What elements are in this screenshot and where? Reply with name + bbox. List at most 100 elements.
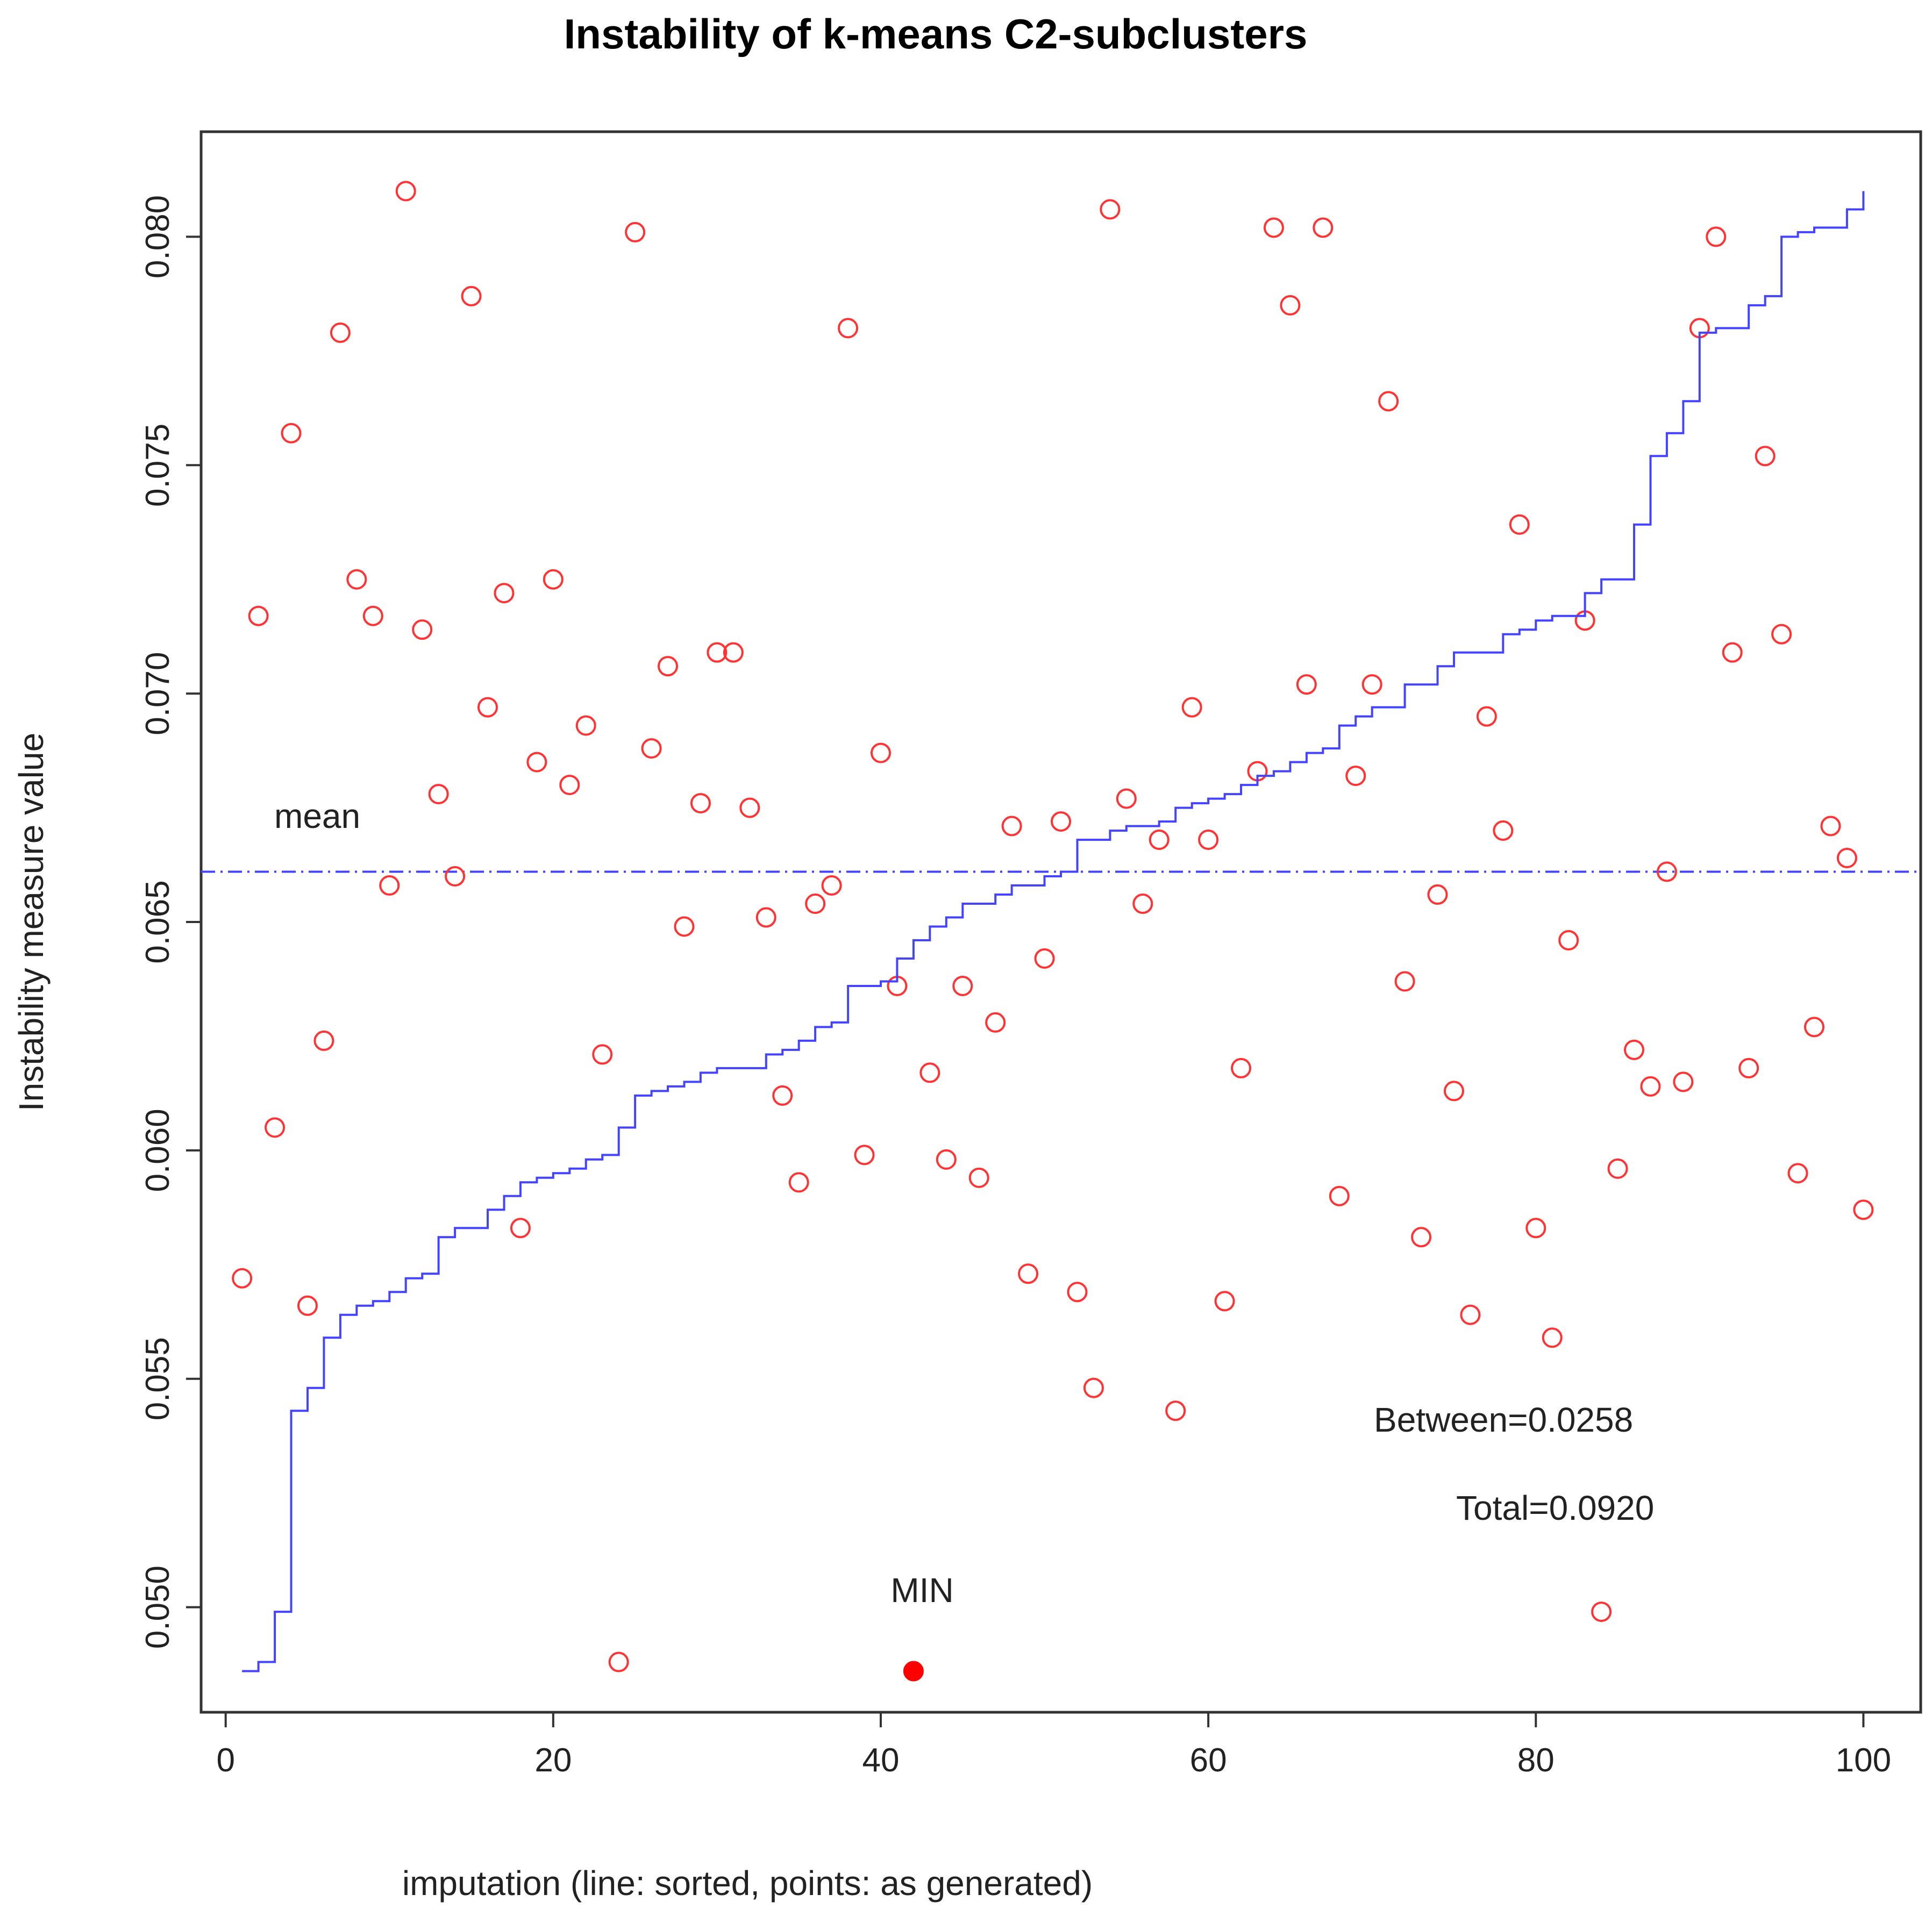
data-point	[919, 1062, 940, 1083]
data-point	[1591, 1602, 1612, 1622]
data-point	[1132, 893, 1153, 914]
data-point	[1771, 624, 1792, 645]
data-point	[1100, 199, 1121, 220]
data-point	[641, 738, 662, 759]
data-point	[968, 1167, 989, 1188]
data-point	[395, 181, 416, 202]
data-point	[1051, 811, 1071, 832]
min-point	[903, 1661, 924, 1682]
data-point	[265, 1117, 286, 1138]
data-point	[1820, 816, 1841, 837]
data-point	[821, 875, 842, 896]
data-point	[543, 569, 564, 590]
data-point	[838, 318, 859, 339]
data-point	[1329, 1185, 1350, 1206]
data-point	[1509, 514, 1530, 535]
data-point	[1804, 1017, 1825, 1038]
x-tick-label: 80	[1517, 1742, 1555, 1779]
data-point	[1149, 830, 1170, 850]
data-point	[1034, 948, 1055, 969]
data-point	[1460, 1304, 1481, 1325]
data-point	[1296, 674, 1317, 695]
data-point	[428, 784, 449, 805]
x-axis: 0 20 40 60 80 100	[216, 1711, 1891, 1779]
data-point	[723, 642, 744, 663]
data-point	[461, 285, 482, 306]
y-tick-label: 0.075	[139, 424, 176, 507]
data-point	[1738, 1057, 1759, 1078]
chart-title: Instability of k-means C2-subclusters	[564, 10, 1308, 58]
data-point	[1443, 1081, 1464, 1102]
data-point	[477, 697, 498, 718]
data-point	[1706, 226, 1727, 247]
data-point	[1836, 848, 1857, 869]
min-label: MIN	[890, 1571, 953, 1610]
data-point	[658, 656, 679, 677]
data-point	[1673, 1071, 1694, 1092]
series-layer	[232, 181, 1874, 1682]
data-point	[690, 793, 711, 814]
data-point	[1853, 1199, 1874, 1220]
data-point	[788, 1172, 809, 1193]
x-tick-label: 60	[1190, 1742, 1227, 1779]
data-point	[1001, 816, 1022, 837]
data-point	[739, 797, 760, 818]
data-point	[854, 1145, 875, 1166]
data-point	[1263, 217, 1284, 238]
y-axis-title: Instability measure value	[12, 733, 51, 1111]
y-tick-label: 0.065	[139, 880, 176, 963]
data-point	[1624, 1039, 1644, 1060]
data-point	[232, 1268, 253, 1289]
data-point	[707, 642, 728, 663]
data-point	[1722, 642, 1743, 663]
data-point	[1411, 1227, 1432, 1248]
data-point	[1493, 820, 1514, 841]
data-point	[1542, 1327, 1563, 1348]
sorted-step-line	[242, 191, 1865, 1672]
data-point	[1018, 1263, 1039, 1284]
data-point	[1280, 295, 1301, 316]
data-point	[985, 1012, 1006, 1033]
data-point	[1067, 1282, 1088, 1303]
data-point	[1378, 391, 1399, 412]
data-point	[1558, 930, 1579, 950]
x-axis-title: imputation (line: sorted, points: as gen…	[402, 1864, 1093, 1903]
data-point	[526, 752, 547, 773]
y-axis: 0.050 0.055 0.060 0.065 0.070 0.075 0.080	[139, 195, 202, 1649]
data-point	[1656, 861, 1677, 882]
data-point	[1214, 1291, 1235, 1312]
data-point	[1345, 766, 1366, 787]
data-point	[1755, 446, 1776, 467]
mean-label: mean	[274, 797, 360, 835]
data-point	[1394, 971, 1415, 992]
data-point	[1181, 697, 1202, 718]
data-point	[1361, 674, 1382, 695]
data-point	[412, 619, 433, 640]
x-tick-label: 20	[534, 1742, 572, 1779]
y-tick-label: 0.055	[139, 1337, 176, 1420]
data-point	[445, 866, 466, 887]
data-point	[870, 742, 891, 763]
data-point	[1787, 1163, 1808, 1184]
data-point	[936, 1149, 957, 1170]
data-point	[330, 322, 351, 343]
total-annotation: Total=0.0920	[1456, 1489, 1654, 1527]
data-point	[559, 775, 580, 796]
data-point	[1198, 830, 1219, 850]
data-point	[755, 907, 776, 928]
data-point	[1640, 1076, 1661, 1097]
data-point	[575, 715, 596, 736]
data-point	[625, 221, 646, 242]
between-annotation: Between=0.0258	[1374, 1400, 1633, 1439]
y-tick-label: 0.060	[139, 1109, 176, 1192]
data-point	[608, 1652, 629, 1672]
data-point	[1607, 1158, 1628, 1179]
data-point	[674, 916, 695, 937]
data-point	[281, 423, 302, 444]
y-tick-label: 0.050	[139, 1565, 176, 1649]
data-point	[592, 1044, 613, 1065]
data-point	[1165, 1400, 1186, 1421]
data-point	[510, 1218, 531, 1239]
